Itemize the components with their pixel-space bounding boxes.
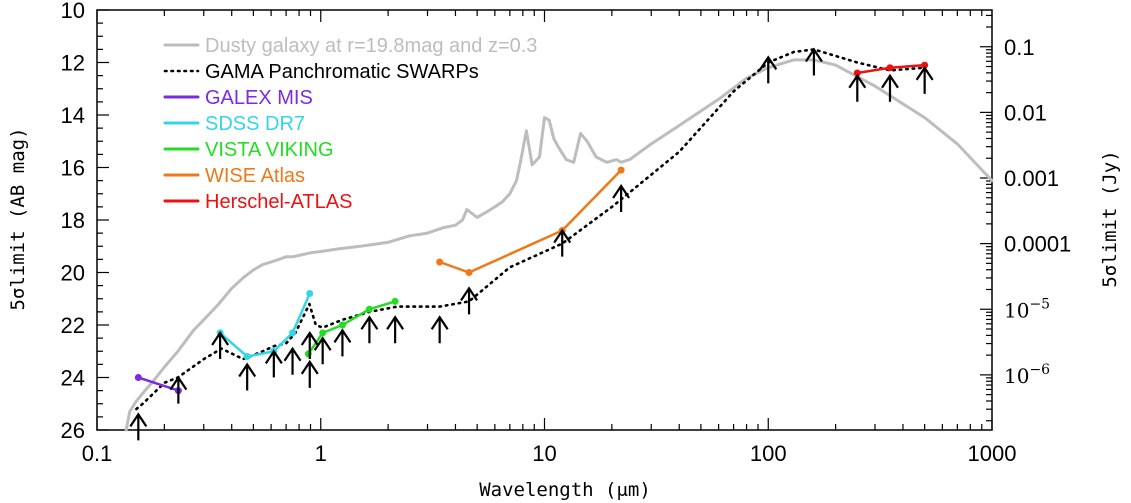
right-y-tick-label: 0.01: [1004, 100, 1047, 125]
limit-arrow: [805, 47, 823, 76]
limit-arrow-head: [211, 331, 230, 346]
limit-arrow-head: [129, 412, 148, 427]
limit-arrow-head: [430, 315, 449, 330]
y-tick-label: 20: [61, 261, 85, 286]
y-axis-title-left: 5σlimit (AB mag): [7, 127, 29, 310]
y-axis-title-right: 5σlimit (Jy): [1099, 150, 1121, 287]
data-point-sdss-dr7: [243, 353, 251, 360]
limit-arrow-head: [848, 73, 867, 89]
limit-arrow-head: [283, 346, 302, 362]
data-point-vista-viking: [391, 297, 399, 305]
limit-arrow-head: [460, 286, 478, 301]
limit-arrow: [915, 65, 934, 94]
data-point-galex-mis: [134, 374, 142, 381]
data-point-herschel-atlas: [921, 61, 929, 69]
limit-arrow: [386, 315, 405, 344]
data-point-herschel-atlas: [886, 64, 894, 72]
x-tick-label: 0.1: [82, 441, 113, 466]
limit-arrow: [264, 349, 283, 378]
data-point-vista-viking: [365, 305, 373, 313]
legend-label: VISTA VIKING: [205, 139, 334, 161]
limit-arrow-head: [300, 331, 319, 346]
data-point-herschel-atlas: [853, 69, 861, 77]
limit-arrow: [283, 346, 302, 375]
right-y-tick-label: 10−6: [1004, 362, 1050, 388]
series-line-wise-atlas: [438, 168, 623, 274]
legend-label: Dusty galaxy at r=19.8mag and z=0.3: [205, 35, 537, 57]
y-tick-label: 26: [61, 418, 85, 443]
series-line-sdss-dr7: [218, 292, 312, 358]
limit-arrow-head: [805, 47, 823, 63]
limit-arrow-head: [360, 315, 379, 330]
right-y-tick-label: 10−5: [1004, 296, 1050, 322]
limit-arrow: [759, 55, 778, 84]
limit-arrow: [460, 286, 478, 315]
limit-arrow-head: [333, 328, 352, 343]
limit-arrow: [313, 336, 332, 365]
limit-arrow: [360, 315, 379, 344]
limit-arrow: [211, 331, 230, 359]
y-tick-label: 12: [61, 51, 85, 76]
x-tick-label: 1000: [968, 441, 1017, 466]
limit-arrow: [300, 331, 319, 359]
data-point-wise-atlas: [436, 258, 444, 266]
y-tick-label: 16: [61, 156, 85, 181]
limit-arrow-head: [169, 375, 188, 391]
limit-arrow-head: [915, 65, 934, 81]
legend-label: GAMA Panchromatic SWARPs: [205, 61, 479, 83]
data-point-vista-viking: [319, 329, 327, 337]
limit-arrow-head: [881, 73, 899, 89]
right-y-tick-label: 0.1: [1004, 35, 1035, 60]
y-tick-label: 10: [61, 0, 85, 23]
limit-arrow: [881, 73, 899, 102]
limit-arrow-head: [300, 359, 319, 375]
limit-arrow-head: [238, 362, 257, 378]
y-tick-label: 14: [61, 103, 85, 128]
limit-arrow: [129, 412, 148, 441]
legend-label: SDSS DR7: [205, 113, 305, 135]
limit-arrow: [333, 328, 352, 357]
limit-arrow: [430, 315, 449, 344]
series-line-dusty-galaxy-at-r-19-8mag-and-z-0-3: [124, 58, 994, 432]
limit-arrow-head: [313, 336, 332, 351]
data-point-vista-viking: [338, 321, 346, 329]
data-point-wise-atlas: [617, 166, 625, 174]
limit-arrow-head: [759, 55, 778, 70]
axes: 0.1 1 10 100 10001012141618202224260.10.010.…: [61, 0, 1072, 466]
limit-arrow-head: [264, 349, 283, 364]
x-tick-label: 10: [532, 441, 556, 466]
x-tick-label: 1: [315, 441, 327, 466]
data-point-sdss-dr7: [289, 329, 297, 337]
data-point-sdss-dr7: [306, 290, 314, 297]
right-y-tick-label: 0.001: [1004, 166, 1059, 191]
legend-label: WISE Atlas: [205, 165, 305, 187]
limit-arrow-head: [386, 315, 405, 330]
limit-arrow: [169, 375, 188, 404]
legend: Dusty galaxy at r=19.8mag and z=0.3 GAMA …: [163, 35, 537, 213]
legend-label: Herschel-ATLAS: [205, 191, 352, 213]
limit-arrow-head: [553, 228, 572, 244]
limit-arrow: [238, 362, 257, 391]
x-tick-label: 100: [750, 441, 787, 466]
y-tick-label: 22: [61, 313, 85, 338]
plot-area: [124, 47, 994, 441]
right-y-tick-label: 0.0001: [1004, 232, 1071, 257]
data-point-wise-atlas: [465, 269, 473, 276]
limit-arrow: [300, 359, 319, 388]
legend-label: GALEX MIS: [205, 87, 313, 109]
x-axis-title: Wavelength (μm): [479, 479, 651, 501]
limit-arrow-head: [612, 184, 631, 199]
limit-arrow: [848, 73, 867, 102]
y-tick-label: 24: [61, 366, 85, 391]
limit-arrow: [612, 184, 631, 212]
y-tick-label: 18: [61, 208, 85, 233]
limit-arrow: [553, 228, 572, 257]
